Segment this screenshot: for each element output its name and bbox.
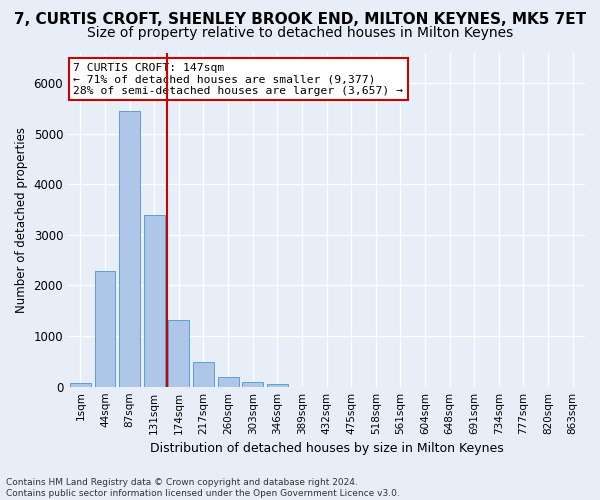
Bar xyxy=(144,214,164,386)
Bar xyxy=(119,110,140,386)
Bar xyxy=(218,377,239,386)
Y-axis label: Number of detached properties: Number of detached properties xyxy=(15,126,28,312)
Bar xyxy=(242,382,263,386)
Bar xyxy=(70,383,91,386)
X-axis label: Distribution of detached houses by size in Milton Keynes: Distribution of detached houses by size … xyxy=(149,442,503,455)
Bar xyxy=(193,362,214,386)
Bar xyxy=(95,271,115,386)
Text: 7 CURTIS CROFT: 147sqm
← 71% of detached houses are smaller (9,377)
28% of semi-: 7 CURTIS CROFT: 147sqm ← 71% of detached… xyxy=(73,62,403,96)
Bar xyxy=(169,320,189,386)
Text: 7, CURTIS CROFT, SHENLEY BROOK END, MILTON KEYNES, MK5 7ET: 7, CURTIS CROFT, SHENLEY BROOK END, MILT… xyxy=(14,12,586,26)
Bar xyxy=(267,384,288,386)
Text: Contains HM Land Registry data © Crown copyright and database right 2024.
Contai: Contains HM Land Registry data © Crown c… xyxy=(6,478,400,498)
Text: Size of property relative to detached houses in Milton Keynes: Size of property relative to detached ho… xyxy=(87,26,513,40)
